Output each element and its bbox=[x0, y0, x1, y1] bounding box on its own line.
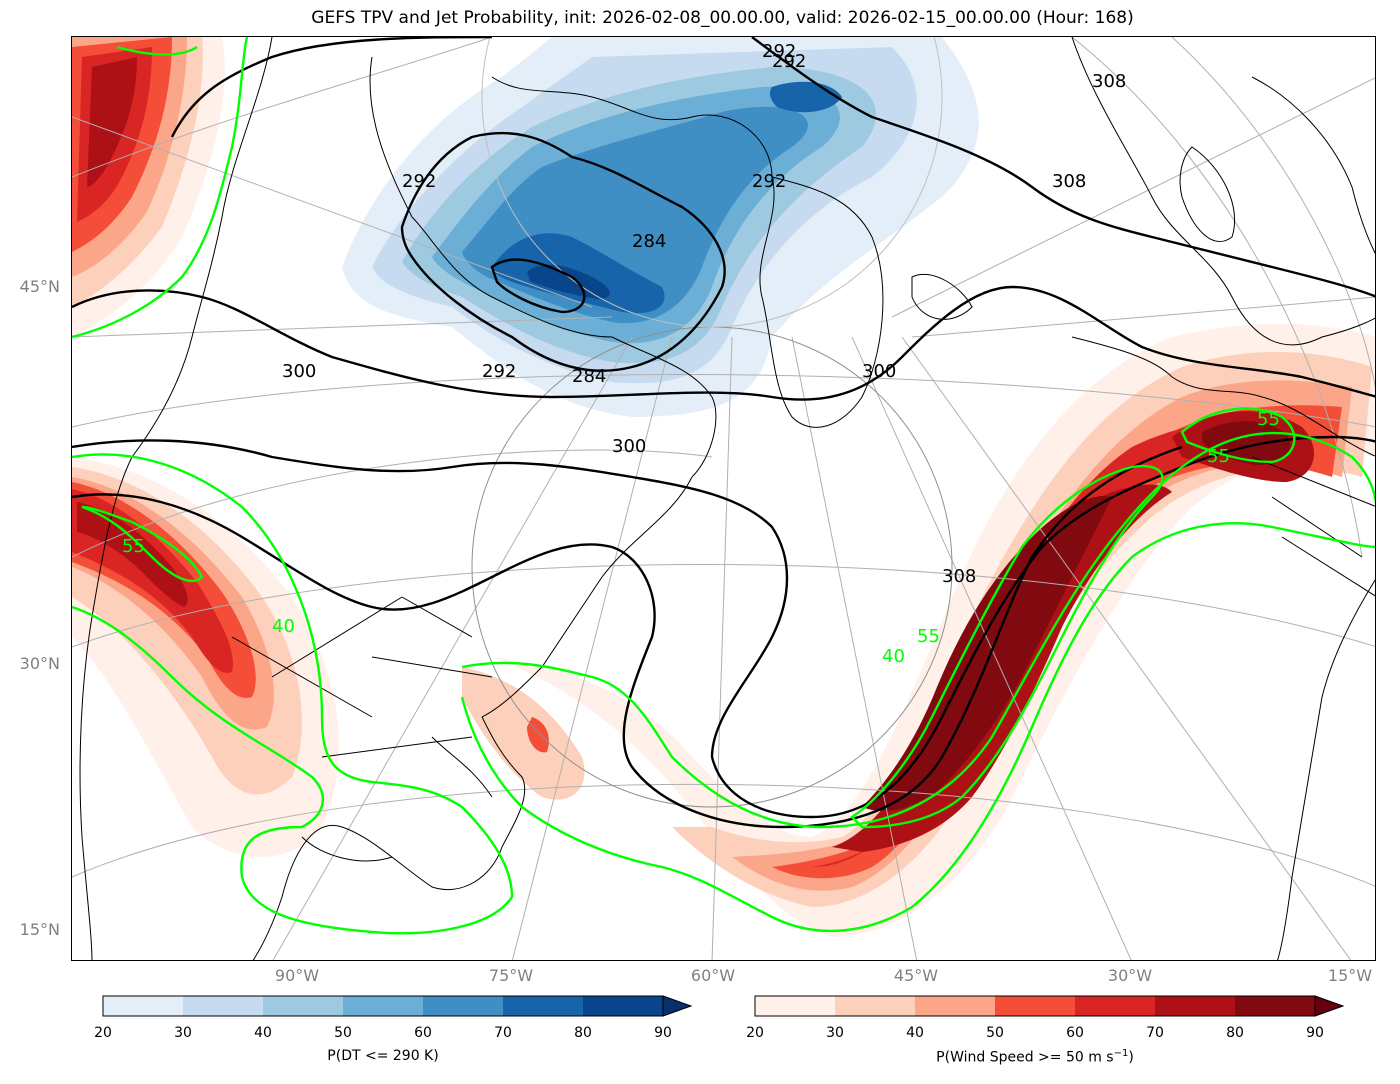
map-canvas: 292 292 292 284 284 292 300 300 300 308 … bbox=[72, 37, 1375, 960]
theta-label: 308 bbox=[1092, 71, 1126, 92]
jet-colorbar-tick: 60 bbox=[1066, 1025, 1084, 1041]
lon-label: 45°W bbox=[893, 966, 939, 985]
wind-label: 55 bbox=[1257, 409, 1280, 430]
wind-label: 55 bbox=[1207, 446, 1230, 467]
tpv-colorbar-swatches bbox=[102, 995, 693, 1017]
jet-colorbar-swatch bbox=[1235, 996, 1315, 1016]
tpv-colorbar-tick: 80 bbox=[574, 1025, 592, 1041]
jet-colorbar-swatch bbox=[1075, 996, 1155, 1016]
wind-label: 55 bbox=[917, 626, 940, 647]
tpv-colorbar-swatch bbox=[183, 996, 263, 1016]
wind-label: 40 bbox=[272, 616, 295, 637]
theta-label: 292 bbox=[402, 171, 436, 192]
jet-colorbar-tick: 70 bbox=[1146, 1025, 1164, 1041]
jet-colorbar-swatch bbox=[1155, 996, 1235, 1016]
jet-colorbar-tick: 50 bbox=[986, 1025, 1004, 1041]
theta-label: 308 bbox=[942, 566, 976, 587]
tpv-colorbar-frame bbox=[102, 995, 664, 1017]
jet-colorbar-extend-arrow bbox=[1314, 995, 1345, 1017]
tpv-colorbar-tick: 60 bbox=[414, 1025, 432, 1041]
jet-colorbar-label: P(Wind Speed >= 50 m s−1) bbox=[936, 1048, 1134, 1066]
tpv-colorbar-swatch bbox=[503, 996, 583, 1016]
jet-label-sup: −1 bbox=[1113, 1048, 1129, 1059]
theta-label: 284 bbox=[632, 231, 666, 252]
wind-contour-labels: 55 40 40 55 55 55 bbox=[122, 409, 1280, 667]
jet-colorbar-tick: 20 bbox=[746, 1025, 764, 1041]
jet-colorbar-tick: 30 bbox=[826, 1025, 844, 1041]
tpv-colorbar bbox=[102, 995, 693, 1017]
theta-label: 284 bbox=[572, 366, 606, 387]
lon-label: 60°W bbox=[690, 966, 736, 985]
jet-colorbar-swatch bbox=[835, 996, 915, 1016]
map-title: GEFS TPV and Jet Probability, init: 2026… bbox=[311, 8, 1134, 28]
tpv-colorbar-swatch bbox=[103, 996, 183, 1016]
jet-colorbar-frame bbox=[754, 995, 1316, 1017]
jet-colorbar-swatch bbox=[755, 996, 835, 1016]
theta-label: 292 bbox=[772, 51, 806, 72]
theta-label: 308 bbox=[1052, 171, 1086, 192]
tpv-colorbar-swatch bbox=[343, 996, 423, 1016]
theta-contour-labels: 292 292 292 284 284 292 300 300 300 308 … bbox=[282, 41, 1126, 587]
tpv-colorbar-swatch bbox=[583, 996, 663, 1016]
lat-label: 30°N bbox=[19, 654, 60, 673]
tpv-colorbar-tick: 90 bbox=[654, 1025, 672, 1041]
wind-label: 55 bbox=[122, 536, 145, 557]
tpv-colorbar-tick: 50 bbox=[334, 1025, 352, 1041]
tpv-colorbar-swatch bbox=[263, 996, 343, 1016]
lon-label: 90°W bbox=[274, 966, 320, 985]
theta-label: 300 bbox=[862, 361, 896, 382]
wind-label: 40 bbox=[882, 646, 905, 667]
jet-label-suffix: ) bbox=[1128, 1049, 1134, 1066]
tpv-colorbar-extend-arrow bbox=[662, 995, 693, 1017]
wind-contours bbox=[72, 37, 1375, 935]
lon-label: 15°W bbox=[1327, 966, 1373, 985]
lon-label: 75°W bbox=[488, 966, 534, 985]
theta-label: 292 bbox=[752, 171, 786, 192]
map-panel[interactable]: 292 292 292 284 284 292 300 300 300 308 … bbox=[71, 36, 1376, 961]
theta-label: 292 bbox=[762, 41, 796, 62]
tpv-colorbar-tick: 40 bbox=[254, 1025, 272, 1041]
tpv-colorbar-tick: 30 bbox=[174, 1025, 192, 1041]
tpv-probability-shading bbox=[342, 37, 979, 417]
theta-contours bbox=[72, 37, 1375, 829]
graticule bbox=[72, 37, 1375, 960]
tpv-colorbar-tick: 70 bbox=[494, 1025, 512, 1041]
tpv-colorbar-label: P(DT <= 290 K) bbox=[327, 1048, 439, 1064]
jet-colorbar-swatch bbox=[995, 996, 1075, 1016]
jet-colorbar-tick: 80 bbox=[1226, 1025, 1244, 1041]
theta-label: 300 bbox=[612, 436, 646, 457]
jet-colorbar-swatches bbox=[754, 995, 1345, 1017]
tpv-colorbar-swatch bbox=[423, 996, 503, 1016]
jet-colorbar bbox=[754, 995, 1345, 1017]
lat-label: 15°N bbox=[19, 920, 60, 939]
coastlines bbox=[79, 37, 1375, 960]
theta-label: 292 bbox=[482, 361, 516, 382]
jet-colorbar-tick: 90 bbox=[1306, 1025, 1324, 1041]
theta-label: 300 bbox=[282, 361, 316, 382]
lat-label: 45°N bbox=[19, 277, 60, 296]
lon-label: 30°W bbox=[1107, 966, 1153, 985]
jet-colorbar-swatch bbox=[915, 996, 995, 1016]
tpv-colorbar-tick: 20 bbox=[94, 1025, 112, 1041]
jet-colorbar-tick: 40 bbox=[906, 1025, 924, 1041]
jet-label-prefix: P(Wind Speed >= 50 m s bbox=[936, 1049, 1114, 1066]
